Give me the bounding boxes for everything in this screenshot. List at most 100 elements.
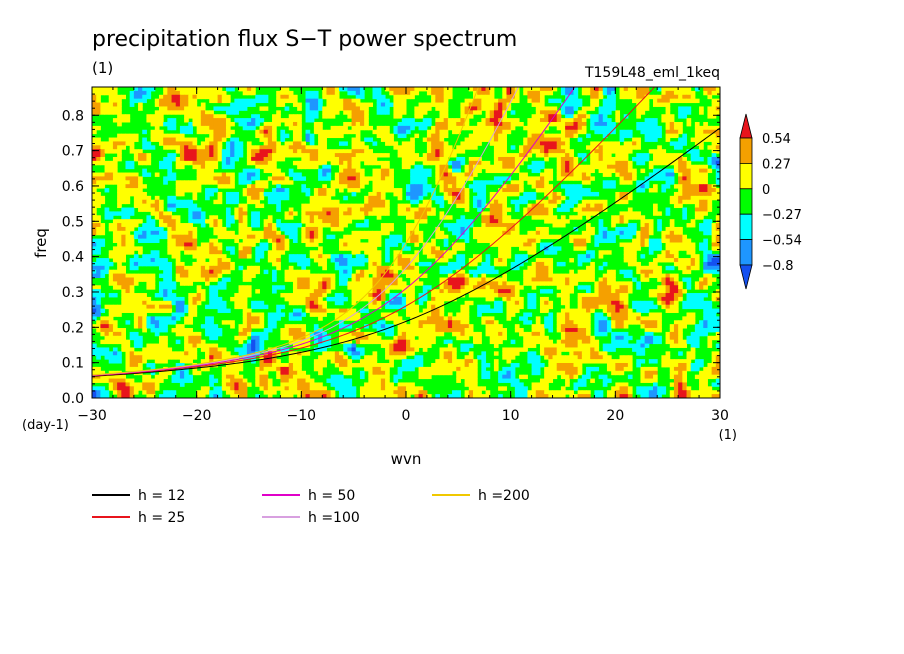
- field-cell: [158, 102, 164, 107]
- field-cell: [242, 269, 248, 275]
- field-cell: [544, 153, 549, 158]
- field-cell: [602, 238, 608, 243]
- field-cell: [117, 226, 122, 232]
- field-cell: [552, 153, 558, 158]
- field-cell: [493, 230, 499, 236]
- field-cell: [426, 156, 432, 162]
- field-cell: [184, 188, 189, 193]
- field-cell: [100, 149, 106, 154]
- field-cell: [640, 234, 646, 240]
- field-cell: [305, 153, 311, 158]
- field-cell: [682, 211, 688, 216]
- field-cell: [284, 230, 290, 236]
- field-cell: [217, 230, 223, 236]
- field-cell: [359, 168, 365, 174]
- field-cell: [477, 207, 482, 212]
- field-cell: [414, 242, 420, 247]
- field-cell: [678, 137, 683, 142]
- field-cell: [188, 94, 193, 100]
- field-cell: [343, 110, 348, 115]
- field-cell: [552, 121, 558, 127]
- field-cell: [531, 133, 537, 139]
- field-cell: [288, 94, 294, 100]
- field-cell: [217, 265, 223, 271]
- field-cell: [556, 137, 562, 142]
- field-cell: [665, 277, 671, 282]
- field-cell: [179, 281, 185, 286]
- field-cell: [309, 102, 315, 107]
- field-cell: [96, 102, 101, 107]
- field-cell: [150, 199, 156, 205]
- field-cell: [347, 176, 353, 181]
- field-cell: [184, 226, 189, 232]
- field-cell: [393, 114, 399, 119]
- field-cell: [506, 94, 512, 100]
- field-cell: [334, 125, 340, 131]
- field-cell: [318, 125, 323, 131]
- field-cell: [339, 215, 344, 220]
- field-cell: [192, 90, 198, 96]
- field-cell: [657, 273, 662, 278]
- field-cell: [322, 203, 327, 209]
- field-cell: [590, 156, 595, 162]
- field-cell: [234, 110, 240, 115]
- field-cell: [242, 223, 248, 228]
- field-cell: [393, 98, 399, 104]
- field-cell: [640, 265, 646, 271]
- field-cell: [548, 90, 554, 96]
- field-cell: [171, 254, 177, 259]
- field-cell: [330, 133, 336, 139]
- field-cell: [343, 273, 348, 278]
- field-cell: [393, 191, 399, 197]
- field-cell: [410, 188, 415, 193]
- field-cell: [121, 215, 126, 220]
- field-cell: [586, 164, 591, 170]
- field-cell: [502, 141, 507, 146]
- field-cell: [322, 94, 327, 100]
- field-cell: [339, 258, 344, 263]
- field-cell: [359, 149, 365, 154]
- field-cell: [544, 199, 549, 205]
- field-cell: [276, 191, 281, 197]
- field-cell: [577, 246, 583, 251]
- field-cell: [301, 211, 307, 216]
- field-cell: [560, 215, 566, 220]
- field-cell: [548, 265, 554, 271]
- field-cell: [242, 125, 248, 131]
- field-cell: [590, 98, 595, 104]
- field-cell: [552, 114, 558, 119]
- field-cell: [699, 184, 704, 189]
- field-cell: [414, 195, 420, 201]
- field-cell: [703, 207, 708, 212]
- field-cell: [255, 180, 260, 185]
- field-cell: [125, 250, 131, 255]
- field-cell: [129, 207, 135, 212]
- field-cell: [138, 188, 143, 193]
- field-cell: [422, 87, 428, 92]
- field-cell: [406, 261, 411, 267]
- field-cell: [648, 133, 654, 139]
- field-cell: [364, 195, 369, 201]
- field-cell: [259, 98, 265, 104]
- field-cell: [221, 149, 227, 154]
- field-cell: [343, 265, 348, 271]
- field-cell: [288, 230, 294, 236]
- field-cell: [678, 110, 683, 115]
- field-cell: [443, 153, 449, 158]
- field-cell: [351, 277, 357, 282]
- field-cell: [351, 129, 357, 135]
- field-cell: [255, 199, 260, 205]
- field-cell: [301, 269, 307, 275]
- field-cell: [640, 184, 646, 189]
- field-cell: [225, 223, 231, 228]
- field-cell: [535, 184, 541, 189]
- field-cell: [380, 137, 386, 142]
- field-cell: [577, 110, 583, 115]
- field-cell: [96, 141, 101, 146]
- field-cell: [330, 102, 336, 107]
- field-cell: [209, 141, 214, 146]
- field-cell: [527, 121, 533, 127]
- field-cell: [171, 230, 177, 236]
- field-cell: [129, 238, 135, 243]
- field-cell: [619, 176, 625, 181]
